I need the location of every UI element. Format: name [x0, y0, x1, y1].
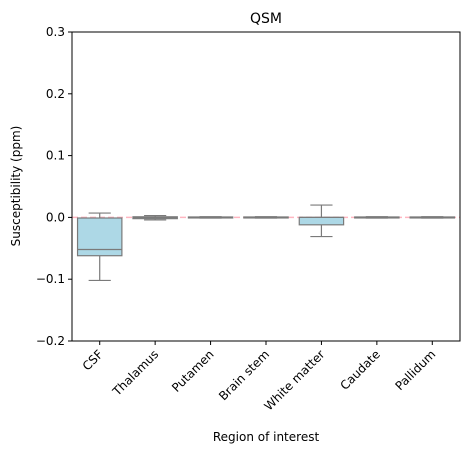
y-tick-label: 0.0 [46, 210, 65, 224]
y-tick-label: −0.2 [36, 334, 65, 348]
box-6 [409, 216, 456, 219]
box-3 [243, 216, 289, 219]
x-axis-label: Region of interest [213, 430, 320, 444]
y-axis-label: Susceptibility (ppm) [9, 126, 23, 247]
chart-title: QSM [250, 11, 282, 27]
y-tick-label: 0.1 [46, 149, 65, 163]
box-2 [187, 216, 234, 219]
x-tick-label: Thalamus [109, 347, 161, 399]
x-tick-label: Putamen [169, 347, 217, 395]
boxes-group [76, 204, 456, 282]
x-tick-label: CSF [80, 347, 106, 373]
x-tick-label: Brain stem [216, 347, 272, 403]
y-tick-label: −0.1 [36, 272, 65, 286]
box-4 [298, 204, 345, 238]
y-axis: −0.2 −0.1 0.0 0.1 0.2 0.3 [36, 25, 72, 348]
box-1 [132, 214, 178, 221]
x-tick-label: Caudate [337, 347, 383, 393]
y-tick-label: 0.2 [46, 87, 65, 101]
y-tick-label: 0.3 [46, 25, 65, 39]
x-tick-label: Pallidum [392, 347, 438, 393]
box-5 [354, 216, 400, 219]
plot-frame [71, 31, 461, 342]
box-0 [76, 212, 123, 282]
box-body [298, 216, 345, 226]
